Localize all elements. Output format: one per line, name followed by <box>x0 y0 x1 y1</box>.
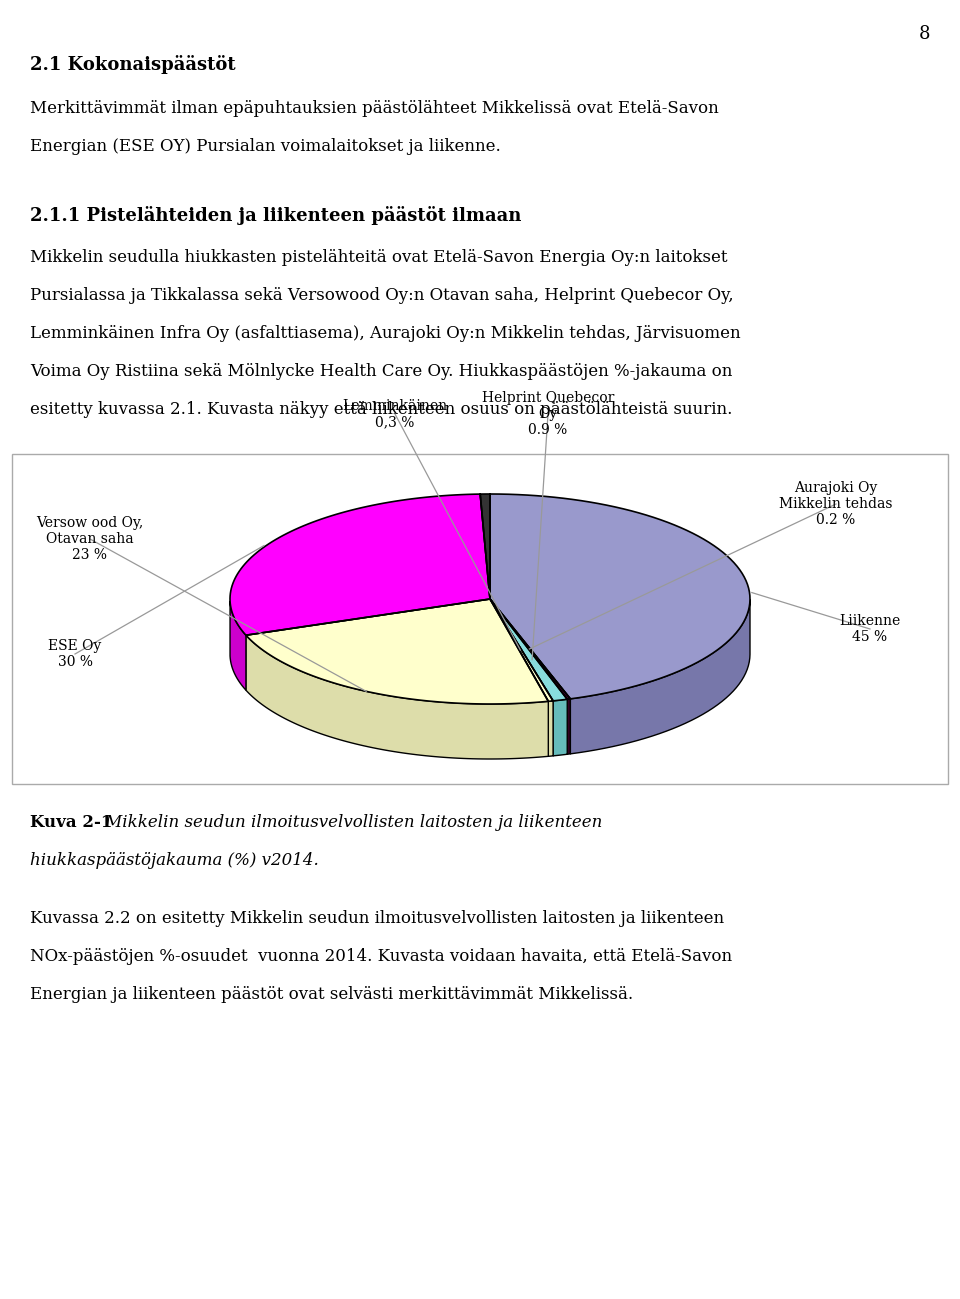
Text: Voima Oy Ristiina sekä Mölnlycke Health Care Oy. Hiukkaspäästöjen %-jakauma on: Voima Oy Ristiina sekä Mölnlycke Health … <box>30 362 732 381</box>
Polygon shape <box>230 494 490 635</box>
Polygon shape <box>553 699 567 756</box>
Text: Energian ja liikenteen päästöt ovat selvästi merkittävimmät Mikkelissä.: Energian ja liikenteen päästöt ovat selv… <box>30 986 634 1003</box>
Text: Energian (ESE OY) Pursialan voimalaitokset ja liikenne.: Energian (ESE OY) Pursialan voimalaitoks… <box>30 138 501 155</box>
Bar <box>12 453 948 785</box>
Polygon shape <box>570 599 750 753</box>
Text: Mikkelin seudulla hiukkasten pistelähteitä ovat Etelä-Savon Energia Oy:n laitoks: Mikkelin seudulla hiukkasten pistelähtei… <box>30 249 728 266</box>
Polygon shape <box>567 699 570 755</box>
Polygon shape <box>246 599 548 704</box>
Text: 8: 8 <box>920 25 931 43</box>
Polygon shape <box>490 599 570 699</box>
Polygon shape <box>230 601 246 690</box>
Text: Lemminkäinen
0,3 %: Lemminkäinen 0,3 % <box>343 399 447 429</box>
Polygon shape <box>548 701 553 756</box>
Text: 2.1.1 Pistelähteiden ja liikenteen päästöt ilmaan: 2.1.1 Pistelähteiden ja liikenteen pääst… <box>30 207 521 225</box>
Text: 2.1 Kokonaispäästöt: 2.1 Kokonaispäästöt <box>30 55 235 74</box>
Polygon shape <box>480 494 490 599</box>
Text: ESE Oy
30 %: ESE Oy 30 % <box>48 639 102 669</box>
Text: Merkittävimmät ilman epäpuhtauksien päästölähteet Mikkelissä ovat Etelä-Savon: Merkittävimmät ilman epäpuhtauksien pääs… <box>30 100 719 117</box>
Text: Versow ood Oy,
Otavan saha
23 %: Versow ood Oy, Otavan saha 23 % <box>36 516 144 562</box>
Polygon shape <box>490 599 567 701</box>
Polygon shape <box>246 635 548 759</box>
Text: Aurajoki Oy
Mikkelin tehdas
0.2 %: Aurajoki Oy Mikkelin tehdas 0.2 % <box>780 481 893 527</box>
Text: Kuva 2-1: Kuva 2-1 <box>30 814 112 831</box>
Text: esitetty kuvassa 2.1. Kuvasta näkyy että liikenteen osuus on päästölähteistä suu: esitetty kuvassa 2.1. Kuvasta näkyy että… <box>30 401 732 418</box>
Text: Liikenne
45 %: Liikenne 45 % <box>839 614 900 644</box>
Text: hiukkaspäästöjakauma (%) v2014.: hiukkaspäästöjakauma (%) v2014. <box>30 852 319 869</box>
Text: Mikkelin seudun ilmoitusvelvollisten laitosten ja liikenteen: Mikkelin seudun ilmoitusvelvollisten lai… <box>100 814 602 831</box>
Text: Lemminkäinen Infra Oy (asfalttiasema), Aurajoki Oy:n Mikkelin tehdas, Järvisuome: Lemminkäinen Infra Oy (asfalttiasema), A… <box>30 325 740 342</box>
Text: NOx-päästöjen %-osuudet  vuonna 2014. Kuvasta voidaan havaita, että Etelä-Savon: NOx-päästöjen %-osuudet vuonna 2014. Kuv… <box>30 948 732 965</box>
Ellipse shape <box>230 549 750 759</box>
Text: Kuvassa 2.2 on esitetty Mikkelin seudun ilmoitusvelvollisten laitosten ja liiken: Kuvassa 2.2 on esitetty Mikkelin seudun … <box>30 911 724 927</box>
Polygon shape <box>490 599 553 701</box>
Polygon shape <box>490 494 750 699</box>
Text: Helprint Quebecor
Oy
0.9 %: Helprint Quebecor Oy 0.9 % <box>482 391 614 438</box>
Text: Pursialassa ja Tikkalassa sekä Versowood Oy:n Otavan saha, Helprint Quebecor Oy,: Pursialassa ja Tikkalassa sekä Versowood… <box>30 287 733 304</box>
